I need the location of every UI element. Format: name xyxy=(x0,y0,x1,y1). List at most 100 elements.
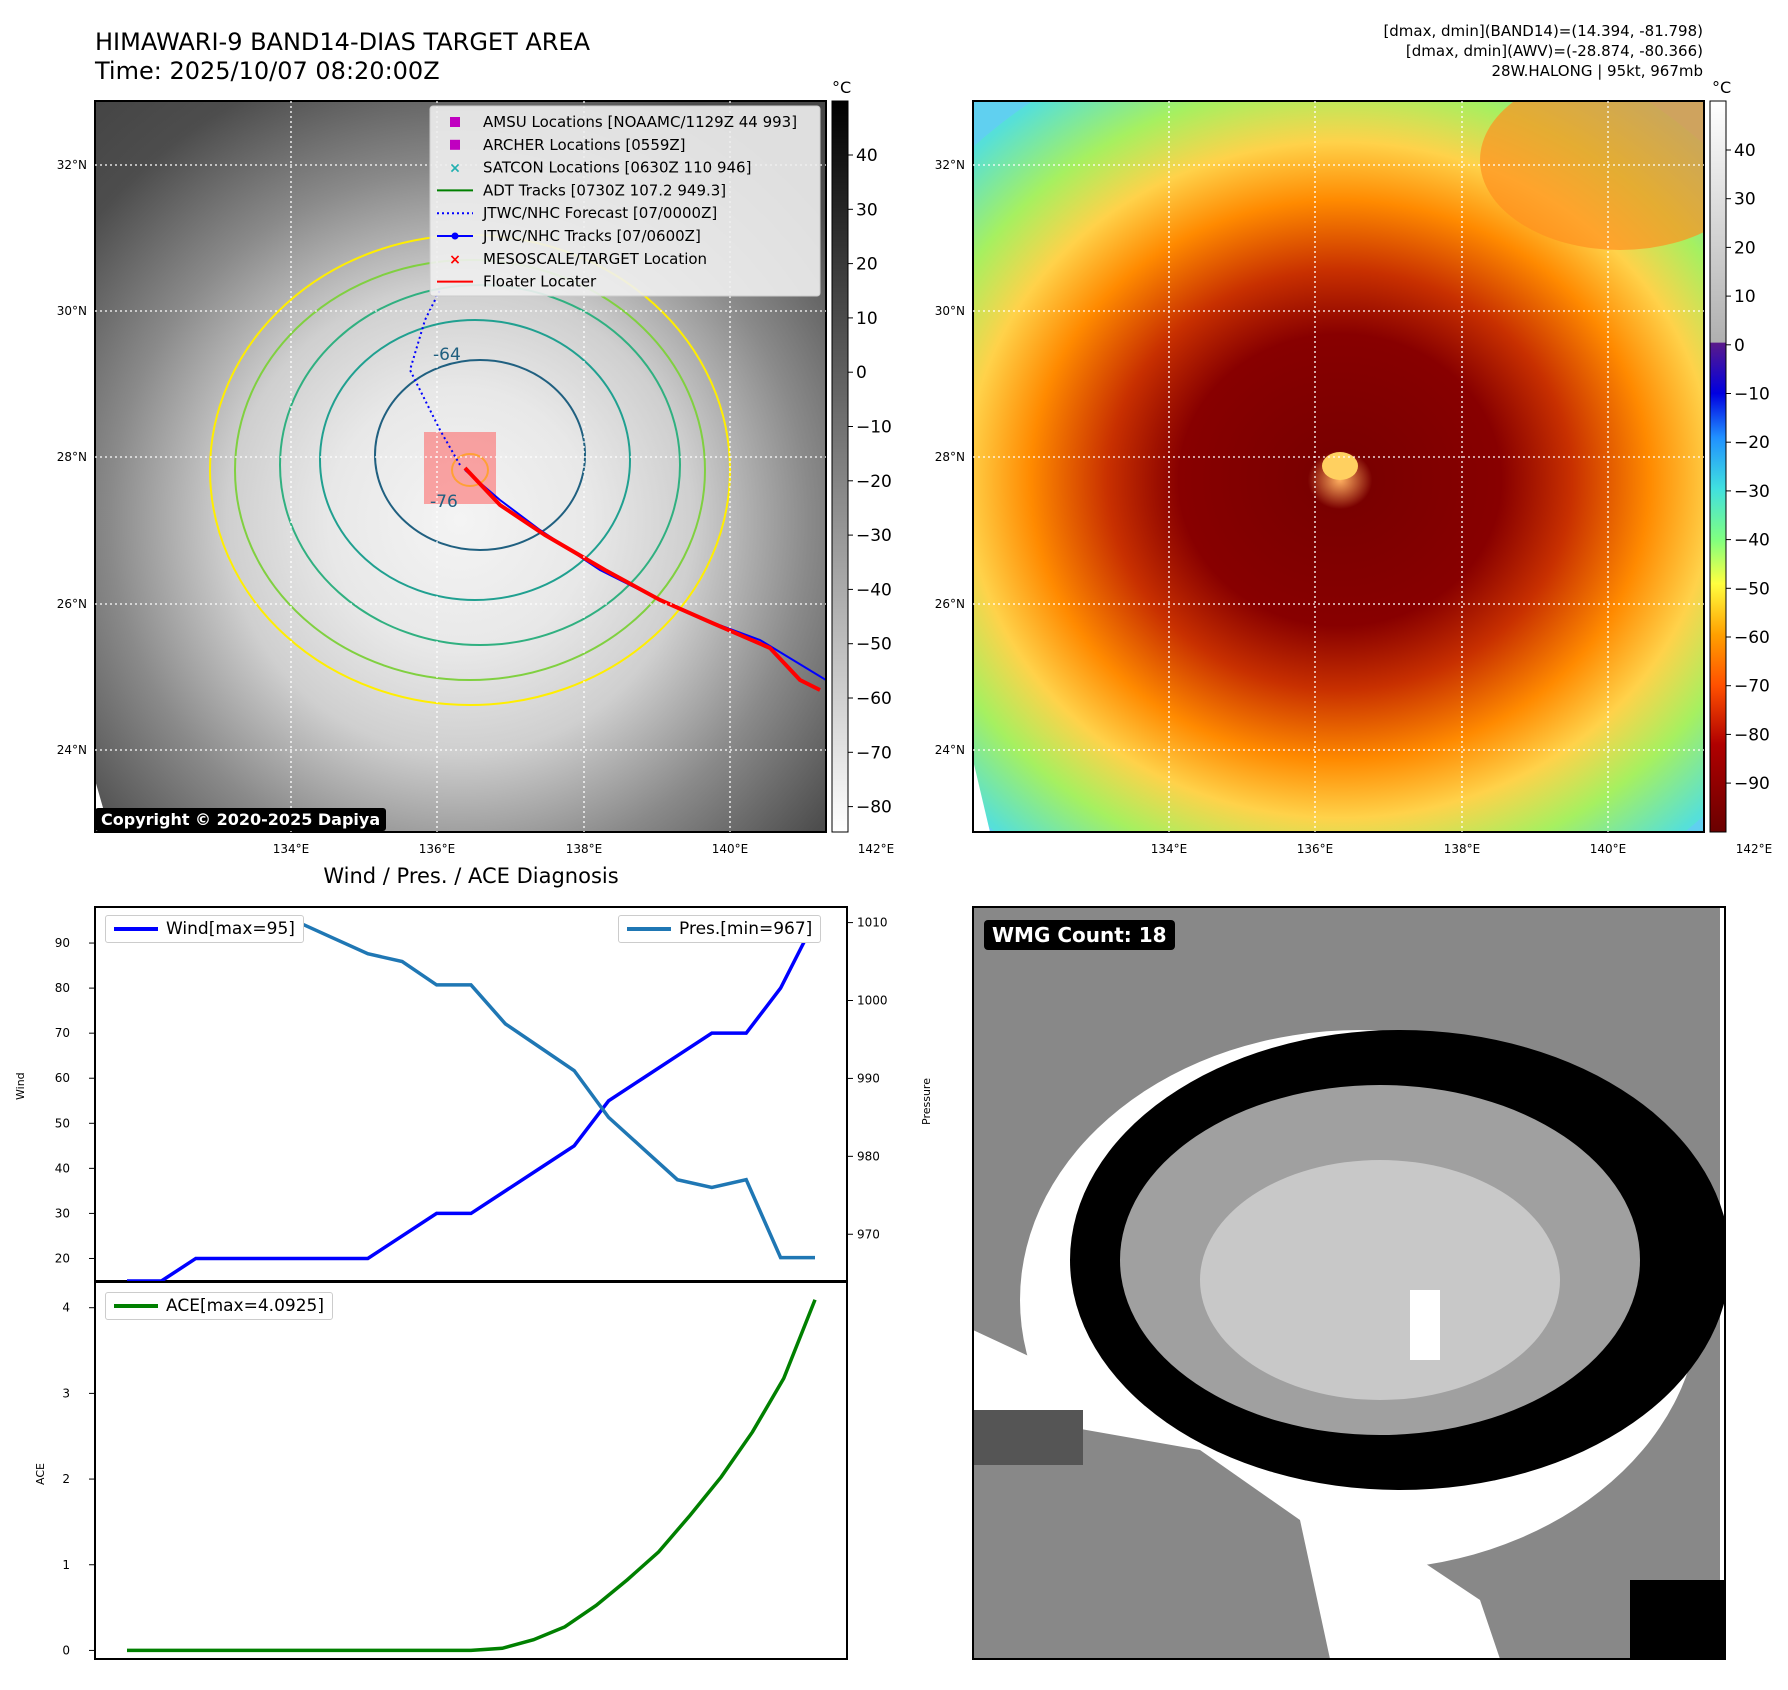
lon-tick-label: 136°E xyxy=(1297,842,1334,856)
colorbar-tick-label: −60 xyxy=(1734,628,1770,648)
wmg-count-badge: WMG Count: 18 xyxy=(984,920,1175,950)
pres-legend-label: Pres.[min=967] xyxy=(679,919,813,939)
lon-tick-label: 134°E xyxy=(273,842,310,856)
legend-label: JTWC/NHC Tracks [07/0600Z] xyxy=(482,227,701,245)
ir-color-grid: 134°E 136°E 138°E 140°E 142°E 32°N 30°N 28°N 26°… xyxy=(935,101,1773,856)
legend-label: ARCHER Locations [0559Z] xyxy=(483,136,686,154)
stats-band14: [dmax, dmin](BAND14)=(14.394, -81.798) xyxy=(1383,22,1703,40)
colorbar-tick-label: −30 xyxy=(1734,482,1770,502)
ace-panel xyxy=(94,1281,848,1660)
y-tick-label: 40 xyxy=(55,1161,70,1175)
colorbar-color-ticks: 40 30 20 10 0 −10 −20 −30 −40 −50 −60 −70 −80 −90 xyxy=(1726,141,1770,794)
colorbar-tick-label: −80 xyxy=(856,798,892,818)
y-tick-label: 1000 xyxy=(857,994,888,1008)
lat-tick-label: 28°N xyxy=(935,450,965,464)
map-legend-box xyxy=(429,105,821,297)
lat-tick-label: 32°N xyxy=(935,158,965,172)
y-tick-label: 1 xyxy=(62,1558,70,1572)
wind-chart: 20 30 40 50 60 70 80 90 xyxy=(55,919,817,1283)
copyright-badge: Copyright © 2020-2025 Dapiya xyxy=(95,808,387,831)
colorbar-tick-label: 20 xyxy=(856,255,878,275)
y-tick-label: 2 xyxy=(62,1472,70,1486)
lat-tick-label: 26°N xyxy=(57,597,87,611)
colorbar-tick-label: −50 xyxy=(1734,579,1770,599)
colorbar-tick-label: −80 xyxy=(1734,725,1770,745)
wind-legend: Wind[max=95] xyxy=(105,915,304,943)
y-tick-label: 990 xyxy=(857,1071,880,1085)
colorbar-tick-label: −70 xyxy=(1734,677,1770,697)
wmg-image xyxy=(973,907,1725,1659)
colorbar-tick-label: 10 xyxy=(1734,287,1756,307)
colorbar-tick-label: 0 xyxy=(856,363,867,383)
colorbar-tick-label: −90 xyxy=(1734,774,1770,794)
pres-ylabel: Pressure xyxy=(920,1078,933,1125)
map-legend: AMSU Locations [NOAAMC/1129Z 44 993] ARCH… xyxy=(437,113,797,291)
colorbar-tick-label: −60 xyxy=(856,689,892,709)
y-tick-label: 980 xyxy=(857,1149,880,1163)
colorbar-tick-label: −20 xyxy=(856,472,892,492)
lat-tick-label: 28°N xyxy=(57,450,87,464)
colorbar-tick-label: −10 xyxy=(1734,385,1770,405)
y-tick-label: 50 xyxy=(55,1116,70,1130)
colorbar-gray-unit: °C xyxy=(832,78,852,97)
colorbar-tick-label: −30 xyxy=(856,526,892,546)
lat-tick-label: 30°N xyxy=(57,304,87,318)
wmg-frame xyxy=(972,906,1726,1660)
ir-map-grid: 134°E 136°E 138°E 140°E 142°E 32°N 30°N 28°N 26°… xyxy=(57,101,895,856)
ace-ylabel: ACE xyxy=(34,1463,47,1485)
wind-legend-swatch xyxy=(114,927,158,931)
lat-tick-label: 24°N xyxy=(935,743,965,757)
colorbar-tick-label: −10 xyxy=(856,418,892,438)
ace-legend: ACE[max=4.0925] xyxy=(105,1292,333,1320)
contour-label-64: -64 xyxy=(433,345,461,365)
y-tick-label: 60 xyxy=(55,1071,70,1085)
colorbar-tick-label: 20 xyxy=(1734,238,1756,258)
lat-tick-label: 26°N xyxy=(935,597,965,611)
lon-tick-label: 140°E xyxy=(1590,842,1627,856)
lon-tick-label: 142°E xyxy=(858,842,895,856)
page-title: HIMAWARI-9 BAND14-DIAS TARGET AREA xyxy=(95,28,591,56)
colorbar-tick-label: −40 xyxy=(856,580,892,600)
contour-label-76: -76 xyxy=(430,492,458,512)
lon-tick-label: 138°E xyxy=(566,842,603,856)
ir-color-frame xyxy=(972,100,1705,833)
storm-info: 28W.HALONG | 95kt, 967mb xyxy=(1491,62,1703,80)
colorbar-tick-label: −20 xyxy=(1734,433,1770,453)
colorbar-tick-label: −40 xyxy=(1734,531,1770,551)
legend-marker: × xyxy=(449,161,461,177)
legend-marker xyxy=(450,117,460,127)
colorbar-tick-label: 40 xyxy=(856,146,878,166)
pres-legend: Pres.[min=967] xyxy=(618,915,822,943)
y-tick-label: 0 xyxy=(62,1643,70,1657)
colorbar-tick-label: 30 xyxy=(1734,190,1756,210)
diag-title: Wind / Pres. / ACE Diagnosis xyxy=(323,864,619,888)
colorbar-tick-label: −70 xyxy=(856,743,892,763)
lon-tick-label: 134°E xyxy=(1151,842,1188,856)
legend-label: MESOSCALE/TARGET Location xyxy=(483,250,707,268)
y-tick-label: 80 xyxy=(55,981,70,995)
colorbar-color xyxy=(1709,100,1727,833)
lat-tick-label: 24°N xyxy=(57,743,87,757)
y-tick-label: 970 xyxy=(857,1227,880,1241)
page-time: Time: 2025/10/07 08:20:00Z xyxy=(95,57,440,85)
lat-tick-label: 30°N xyxy=(935,304,965,318)
ir-color-map xyxy=(973,101,1704,832)
colorbar-tick-label: −50 xyxy=(856,635,892,655)
ace-legend-swatch xyxy=(114,1304,158,1308)
y-tick-label: 4 xyxy=(62,1301,70,1315)
legend-label: AMSU Locations [NOAAMC/1129Z 44 993] xyxy=(483,113,797,131)
stats-awv: [dmax, dmin](AWV)=(-28.874, -80.366) xyxy=(1405,42,1703,60)
lon-tick-label: 142°E xyxy=(1736,842,1773,856)
lon-tick-label: 136°E xyxy=(419,842,456,856)
colorbar-tick-label: 30 xyxy=(856,200,878,220)
y-tick-label: 70 xyxy=(55,1026,70,1040)
y-tick-label: 30 xyxy=(55,1206,70,1220)
colorbar-gray xyxy=(831,100,849,833)
ace-chart: 0 1 2 3 4 xyxy=(62,1299,817,1657)
legend-label: JTWC/NHC Forecast [07/0000Z] xyxy=(482,204,717,222)
colorbar-tick-label: 0 xyxy=(1734,336,1745,356)
lon-tick-label: 140°E xyxy=(712,842,749,856)
y-tick-label: 90 xyxy=(55,936,70,950)
wind-legend-label: Wind[max=95] xyxy=(166,919,295,939)
legend-label: Floater Locater xyxy=(483,273,597,291)
